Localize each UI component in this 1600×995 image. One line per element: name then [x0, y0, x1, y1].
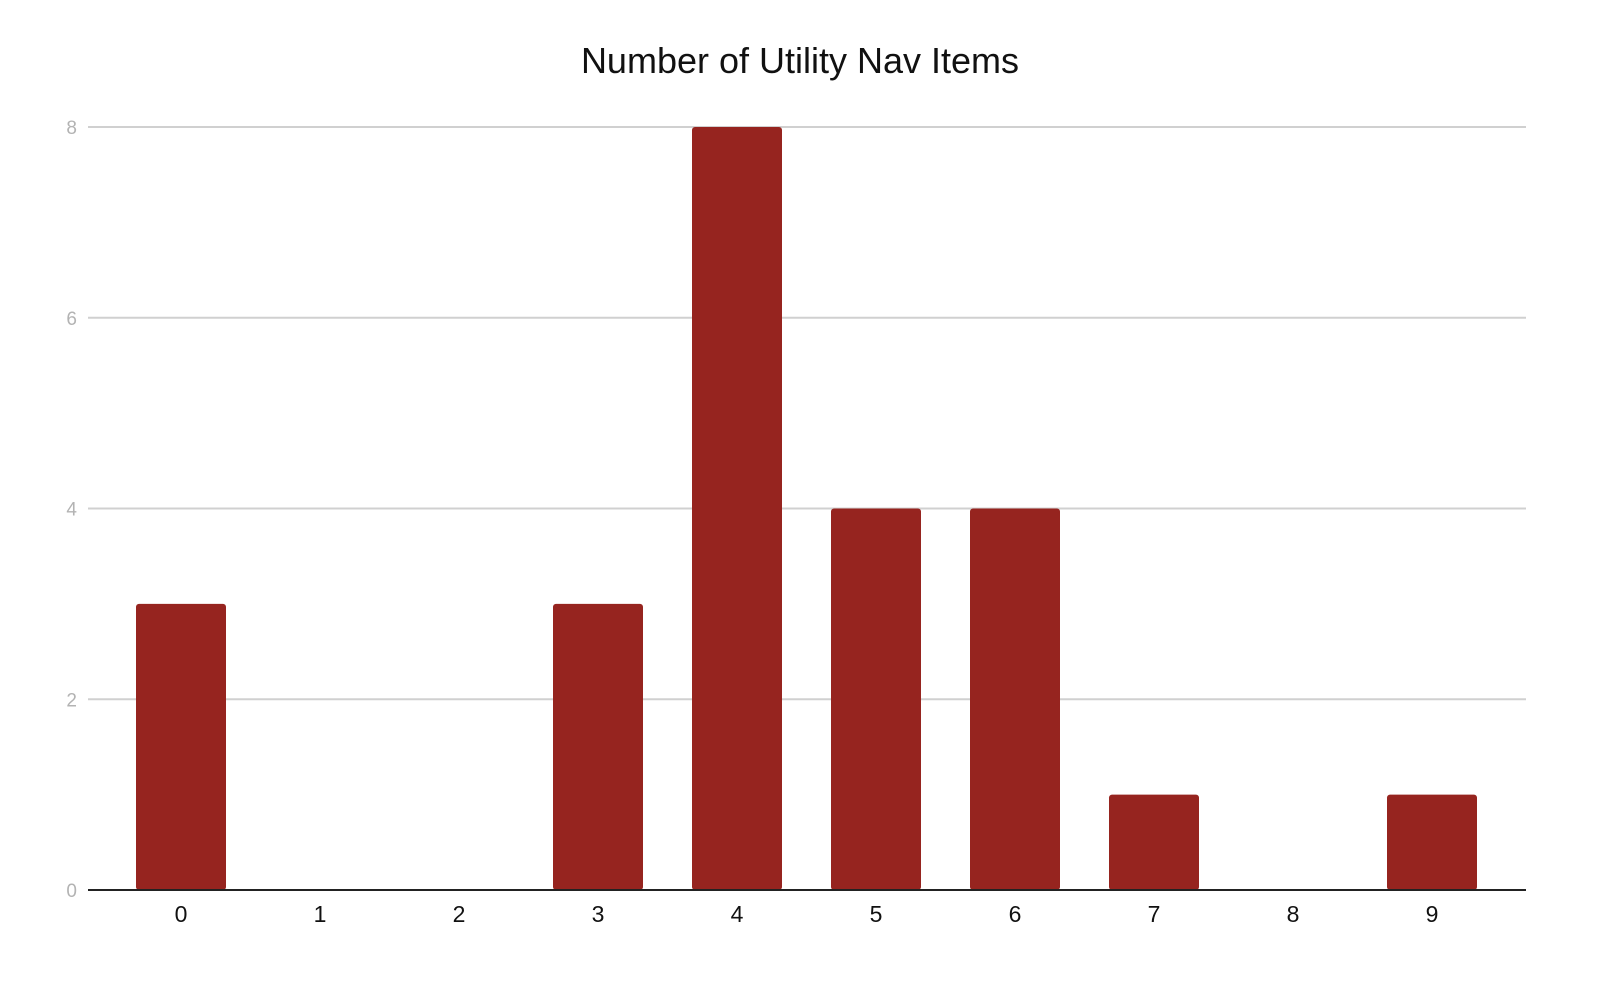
x-tick-label: 3	[592, 901, 605, 927]
bar-9	[1387, 794, 1477, 890]
y-tick-label: 8	[66, 118, 77, 139]
x-tick-label: 8	[1287, 901, 1300, 927]
bar-0	[136, 603, 226, 890]
y-tick-label: 4	[66, 500, 77, 521]
bar-3	[553, 603, 643, 890]
x-tick-label: 5	[870, 901, 883, 927]
x-tick-label: 7	[1148, 901, 1161, 927]
x-tick-label: 0	[175, 901, 188, 927]
x-tick-label: 9	[1426, 901, 1439, 927]
gridlines	[88, 126, 1526, 701]
bar-6	[970, 508, 1060, 890]
chart-title: Number of Utility Nav Items	[580, 40, 1020, 81]
y-axis-ticks: 0 2 4 6 8	[66, 118, 77, 902]
bar-5	[831, 508, 921, 890]
bars	[136, 127, 1477, 890]
y-tick-label: 0	[66, 881, 77, 902]
x-tick-label: 2	[453, 901, 466, 927]
x-tick-label: 4	[731, 901, 744, 927]
x-axis-ticks: 0 1 2 3 4 5 6 7 8 9	[175, 901, 1439, 927]
y-tick-label: 2	[66, 690, 77, 711]
x-tick-label: 6	[1009, 901, 1022, 927]
x-tick-label: 1	[314, 901, 327, 927]
bar-7	[1109, 794, 1199, 890]
bar-4	[692, 127, 782, 890]
y-tick-label: 6	[66, 309, 77, 330]
